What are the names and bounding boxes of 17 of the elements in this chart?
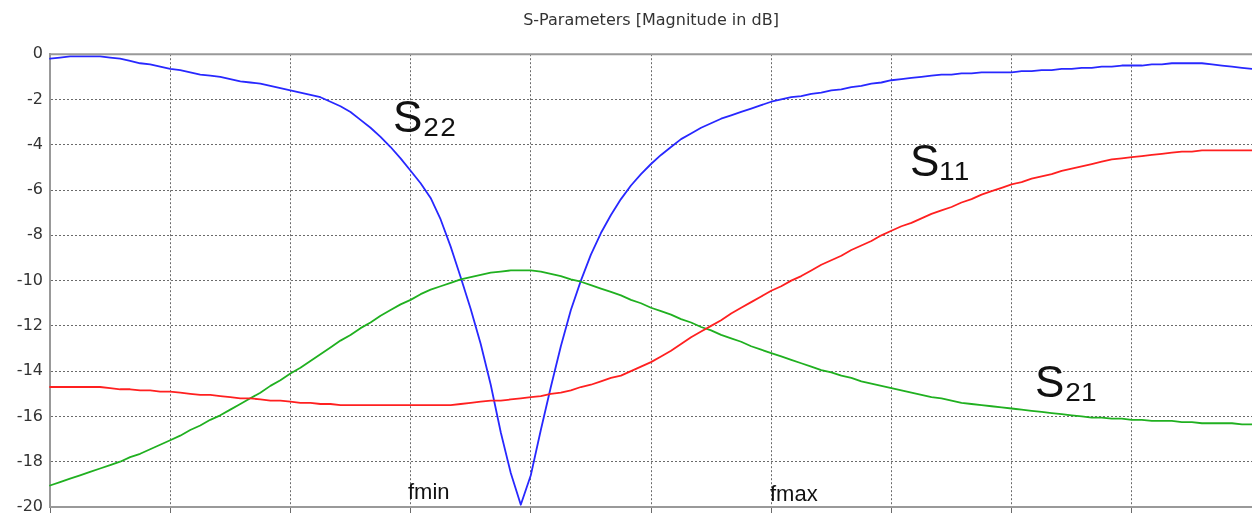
- series-label: S₂₁: [1035, 356, 1097, 406]
- series-label: S₂₂: [393, 91, 457, 141]
- y-tick-label: -6: [27, 179, 43, 199]
- annotation: fmin: [407, 479, 450, 505]
- series-label: S₁₁: [910, 136, 970, 186]
- y-tick-label: -16: [16, 405, 43, 425]
- y-tick-label: -4: [27, 133, 43, 153]
- y-tick-label: -8: [27, 224, 43, 244]
- y-tick-label: -14: [16, 360, 43, 380]
- annotation: fmax: [770, 481, 818, 507]
- y-tick-label: -2: [27, 88, 43, 108]
- chart-title: S-Parameters [Magnitude in dB]: [523, 9, 779, 29]
- y-tick-label: -12: [16, 315, 43, 335]
- y-tick-label: -18: [16, 450, 43, 470]
- y-tick-label: 0: [32, 43, 43, 63]
- y-tick-label: -20: [16, 496, 43, 516]
- y-tick-label: -10: [16, 269, 43, 289]
